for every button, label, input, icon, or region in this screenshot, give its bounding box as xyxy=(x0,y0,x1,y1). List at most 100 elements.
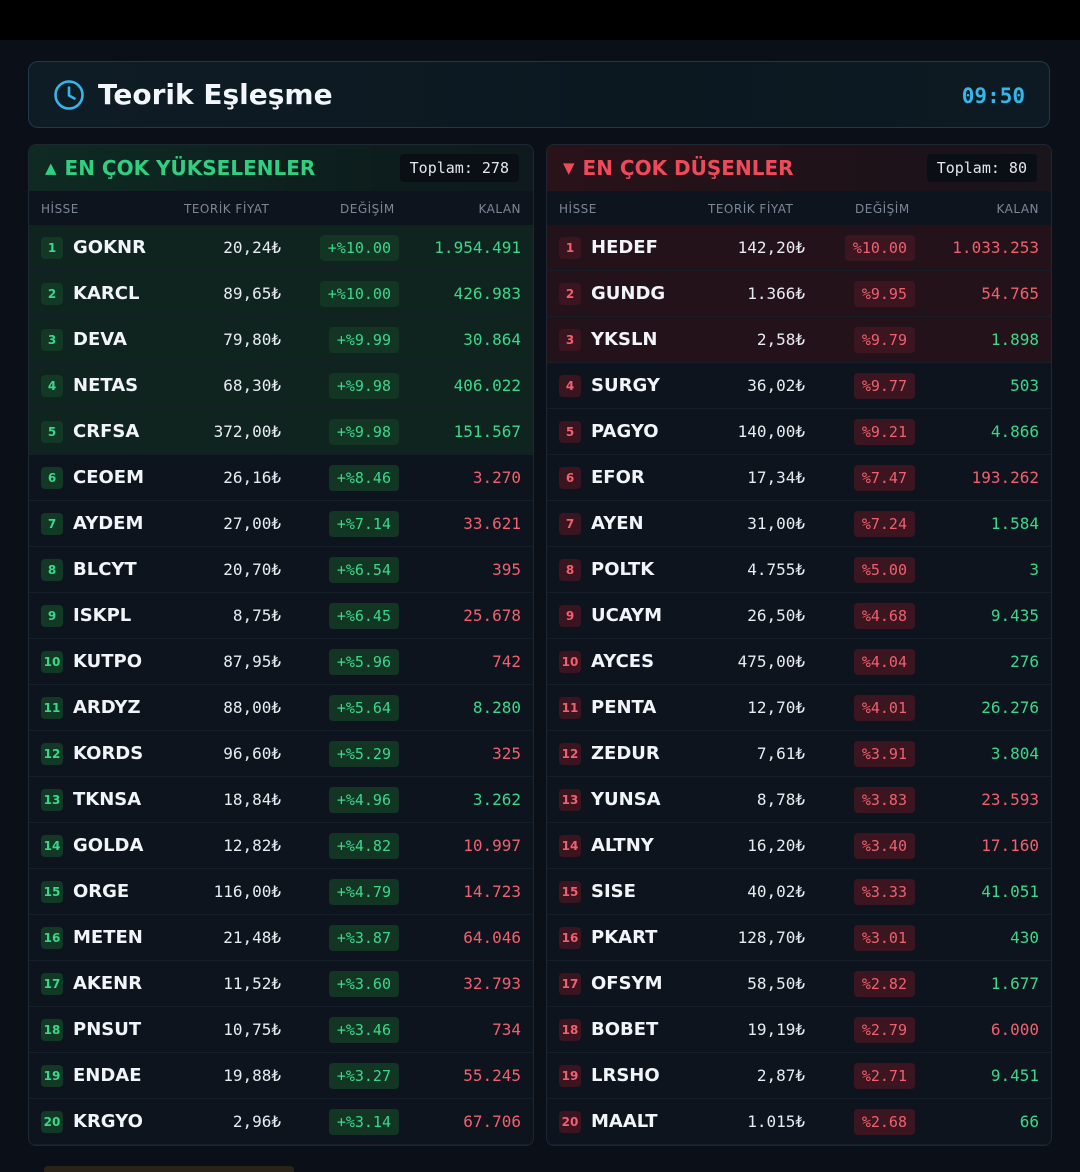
table-row[interactable]: 3 YKSLN 2,58₺ %9.79 1.898 xyxy=(547,317,1051,363)
change-badge: %3.33 xyxy=(853,879,915,905)
table-row[interactable]: 11 PENTA 12,70₺ %4.01 26.276 xyxy=(547,685,1051,731)
gainers-list: 1 GOKNR 20,24₺ +%10.00 1.954.491 2 KARCL 89,65₺… xyxy=(29,225,533,1145)
table-row[interactable]: 12 KORDS 96,60₺ +%5.29 325 xyxy=(29,731,533,777)
table-row[interactable]: 17 AKENR 11,52₺ +%3.60 32.793 xyxy=(29,961,533,1007)
table-row[interactable]: 13 YUNSA 8,78₺ %3.83 23.593 xyxy=(547,777,1051,823)
table-row[interactable]: 15 ORGE 116,00₺ +%4.79 14.723 xyxy=(29,869,533,915)
remaining-qty: 25.678 xyxy=(463,606,521,625)
remaining-qty: 742 xyxy=(492,652,521,671)
remaining-qty: 30.864 xyxy=(463,330,521,349)
stock-symbol: SISE xyxy=(591,881,636,902)
stock-symbol: PAGYO xyxy=(591,421,659,442)
remaining-qty: 67.706 xyxy=(463,1112,521,1131)
rank-badge: 12 xyxy=(41,743,63,765)
table-row[interactable]: 20 MAALT 1.015₺ %2.68 66 xyxy=(547,1099,1051,1145)
table-row[interactable]: 10 AYCES 475,00₺ %4.04 276 xyxy=(547,639,1051,685)
table-row[interactable]: 9 ISKPL 8,75₺ +%6.45 25.678 xyxy=(29,593,533,639)
theoretical-price: 58,50₺ xyxy=(747,974,805,993)
stock-symbol: GUNDG xyxy=(591,283,666,304)
change-badge: %2.79 xyxy=(853,1017,915,1043)
change-badge: %4.01 xyxy=(853,695,915,721)
table-row[interactable]: 11 ARDYZ 88,00₺ +%5.64 8.280 xyxy=(29,685,533,731)
theoretical-price: 8,75₺ xyxy=(232,606,281,625)
theoretical-price: 20,70₺ xyxy=(223,560,281,579)
theoretical-price: 21,48₺ xyxy=(223,928,281,947)
change-badge: %5.00 xyxy=(853,557,915,583)
theoretical-price: 1.015₺ xyxy=(747,1112,805,1131)
change-badge: %3.83 xyxy=(853,787,915,813)
table-row[interactable]: 12 ZEDUR 7,61₺ %3.91 3.804 xyxy=(547,731,1051,777)
table-row[interactable]: 18 PNSUT 10,75₺ +%3.46 734 xyxy=(29,1007,533,1053)
table-row[interactable]: 6 CEOEM 26,16₺ +%8.46 3.270 xyxy=(29,455,533,501)
theoretical-price: 8,78₺ xyxy=(756,790,805,809)
rank-badge: 8 xyxy=(41,559,63,581)
remaining-qty: 64.046 xyxy=(463,928,521,947)
rank-badge: 4 xyxy=(41,375,63,397)
stock-symbol: GOLDA xyxy=(73,835,144,856)
change-badge: +%3.27 xyxy=(328,1063,399,1089)
remaining-qty: 9.451 xyxy=(990,1066,1039,1085)
change-badge: %4.68 xyxy=(853,603,915,629)
table-row[interactable]: 17 OFSYM 58,50₺ %2.82 1.677 xyxy=(547,961,1051,1007)
table-row[interactable]: 3 DEVA 79,80₺ +%9.99 30.864 xyxy=(29,317,533,363)
theoretical-price: 89,65₺ xyxy=(223,284,281,303)
col-kalan: KALAN xyxy=(478,202,521,216)
theoretical-price: 11,52₺ xyxy=(223,974,281,993)
arrow-down-icon: ▼ xyxy=(563,159,575,177)
change-badge: %7.47 xyxy=(853,465,915,491)
table-row[interactable]: 13 TKNSA 18,84₺ +%4.96 3.262 xyxy=(29,777,533,823)
remaining-qty: 3.270 xyxy=(472,468,521,487)
table-row[interactable]: 1 HEDEF 142,20₺ %10.00 1.033.253 xyxy=(547,225,1051,271)
stock-symbol: AYDEM xyxy=(73,513,144,534)
theoretical-price: 31,00₺ xyxy=(747,514,805,533)
table-row[interactable]: 14 ALTNY 16,20₺ %3.40 17.160 xyxy=(547,823,1051,869)
losers-column-headers: HİSSE TEORİK FİYAT DEĞİŞİM KALAN xyxy=(547,197,1051,221)
stock-symbol: EFOR xyxy=(591,467,645,488)
table-row[interactable]: 4 SURGY 36,02₺ %9.77 503 xyxy=(547,363,1051,409)
table-row[interactable]: 4 NETAS 68,30₺ +%9.98 406.022 xyxy=(29,363,533,409)
table-row[interactable]: 5 CRFSA 372,00₺ +%9.98 151.567 xyxy=(29,409,533,455)
theoretical-price: 87,95₺ xyxy=(223,652,281,671)
table-row[interactable]: 7 AYEN 31,00₺ %7.24 1.584 xyxy=(547,501,1051,547)
change-badge: +%5.96 xyxy=(328,649,399,675)
remaining-qty: 406.022 xyxy=(453,376,521,395)
stock-symbol: ORGE xyxy=(73,881,130,902)
change-badge: +%4.96 xyxy=(328,787,399,813)
table-row[interactable]: 19 ENDAE 19,88₺ +%3.27 55.245 xyxy=(29,1053,533,1099)
table-row[interactable]: 6 EFOR 17,34₺ %7.47 193.262 xyxy=(547,455,1051,501)
theoretical-price: 116,00₺ xyxy=(213,882,281,901)
table-row[interactable]: 5 PAGYO 140,00₺ %9.21 4.866 xyxy=(547,409,1051,455)
table-row[interactable]: 7 AYDEM 27,00₺ +%7.14 33.621 xyxy=(29,501,533,547)
theoretical-price: 26,50₺ xyxy=(747,606,805,625)
rank-badge: 12 xyxy=(559,743,581,765)
stock-symbol: YUNSA xyxy=(591,789,661,810)
theoretical-price: 40,02₺ xyxy=(747,882,805,901)
bottom-button-fragment[interactable] xyxy=(44,1166,294,1172)
stock-symbol: ARDYZ xyxy=(73,697,141,718)
table-row[interactable]: 16 METEN 21,48₺ +%3.87 64.046 xyxy=(29,915,533,961)
rank-badge: 15 xyxy=(559,881,581,903)
stock-symbol: BOBET xyxy=(591,1019,659,1040)
table-row[interactable]: 18 BOBET 19,19₺ %2.79 6.000 xyxy=(547,1007,1051,1053)
table-row[interactable]: 2 GUNDG 1.366₺ %9.95 54.765 xyxy=(547,271,1051,317)
remaining-qty: 3.804 xyxy=(990,744,1039,763)
table-row[interactable]: 9 UCAYM 26,50₺ %4.68 9.435 xyxy=(547,593,1051,639)
rank-badge: 13 xyxy=(41,789,63,811)
gainers-title: ▲ EN ÇOK YÜKSELENLER xyxy=(45,156,316,180)
table-row[interactable]: 14 GOLDA 12,82₺ +%4.82 10.997 xyxy=(29,823,533,869)
table-row[interactable]: 2 KARCL 89,65₺ +%10.00 426.983 xyxy=(29,271,533,317)
table-row[interactable]: 19 LRSHO 2,87₺ %2.71 9.451 xyxy=(547,1053,1051,1099)
table-row[interactable]: 8 BLCYT 20,70₺ +%6.54 395 xyxy=(29,547,533,593)
change-badge: +%6.45 xyxy=(328,603,399,629)
change-badge: +%7.14 xyxy=(328,511,399,537)
theoretical-price: 475,00₺ xyxy=(737,652,805,671)
table-row[interactable]: 16 PKART 128,70₺ %3.01 430 xyxy=(547,915,1051,961)
table-row[interactable]: 15 SISE 40,02₺ %3.33 41.051 xyxy=(547,869,1051,915)
remaining-qty: 1.033.253 xyxy=(952,238,1039,257)
remaining-qty: 26.276 xyxy=(981,698,1039,717)
table-row[interactable]: 10 KUTPO 87,95₺ +%5.96 742 xyxy=(29,639,533,685)
rank-badge: 14 xyxy=(559,835,581,857)
table-row[interactable]: 1 GOKNR 20,24₺ +%10.00 1.954.491 xyxy=(29,225,533,271)
table-row[interactable]: 20 KRGYO 2,96₺ +%3.14 67.706 xyxy=(29,1099,533,1145)
table-row[interactable]: 8 POLTK 4.755₺ %5.00 3 xyxy=(547,547,1051,593)
